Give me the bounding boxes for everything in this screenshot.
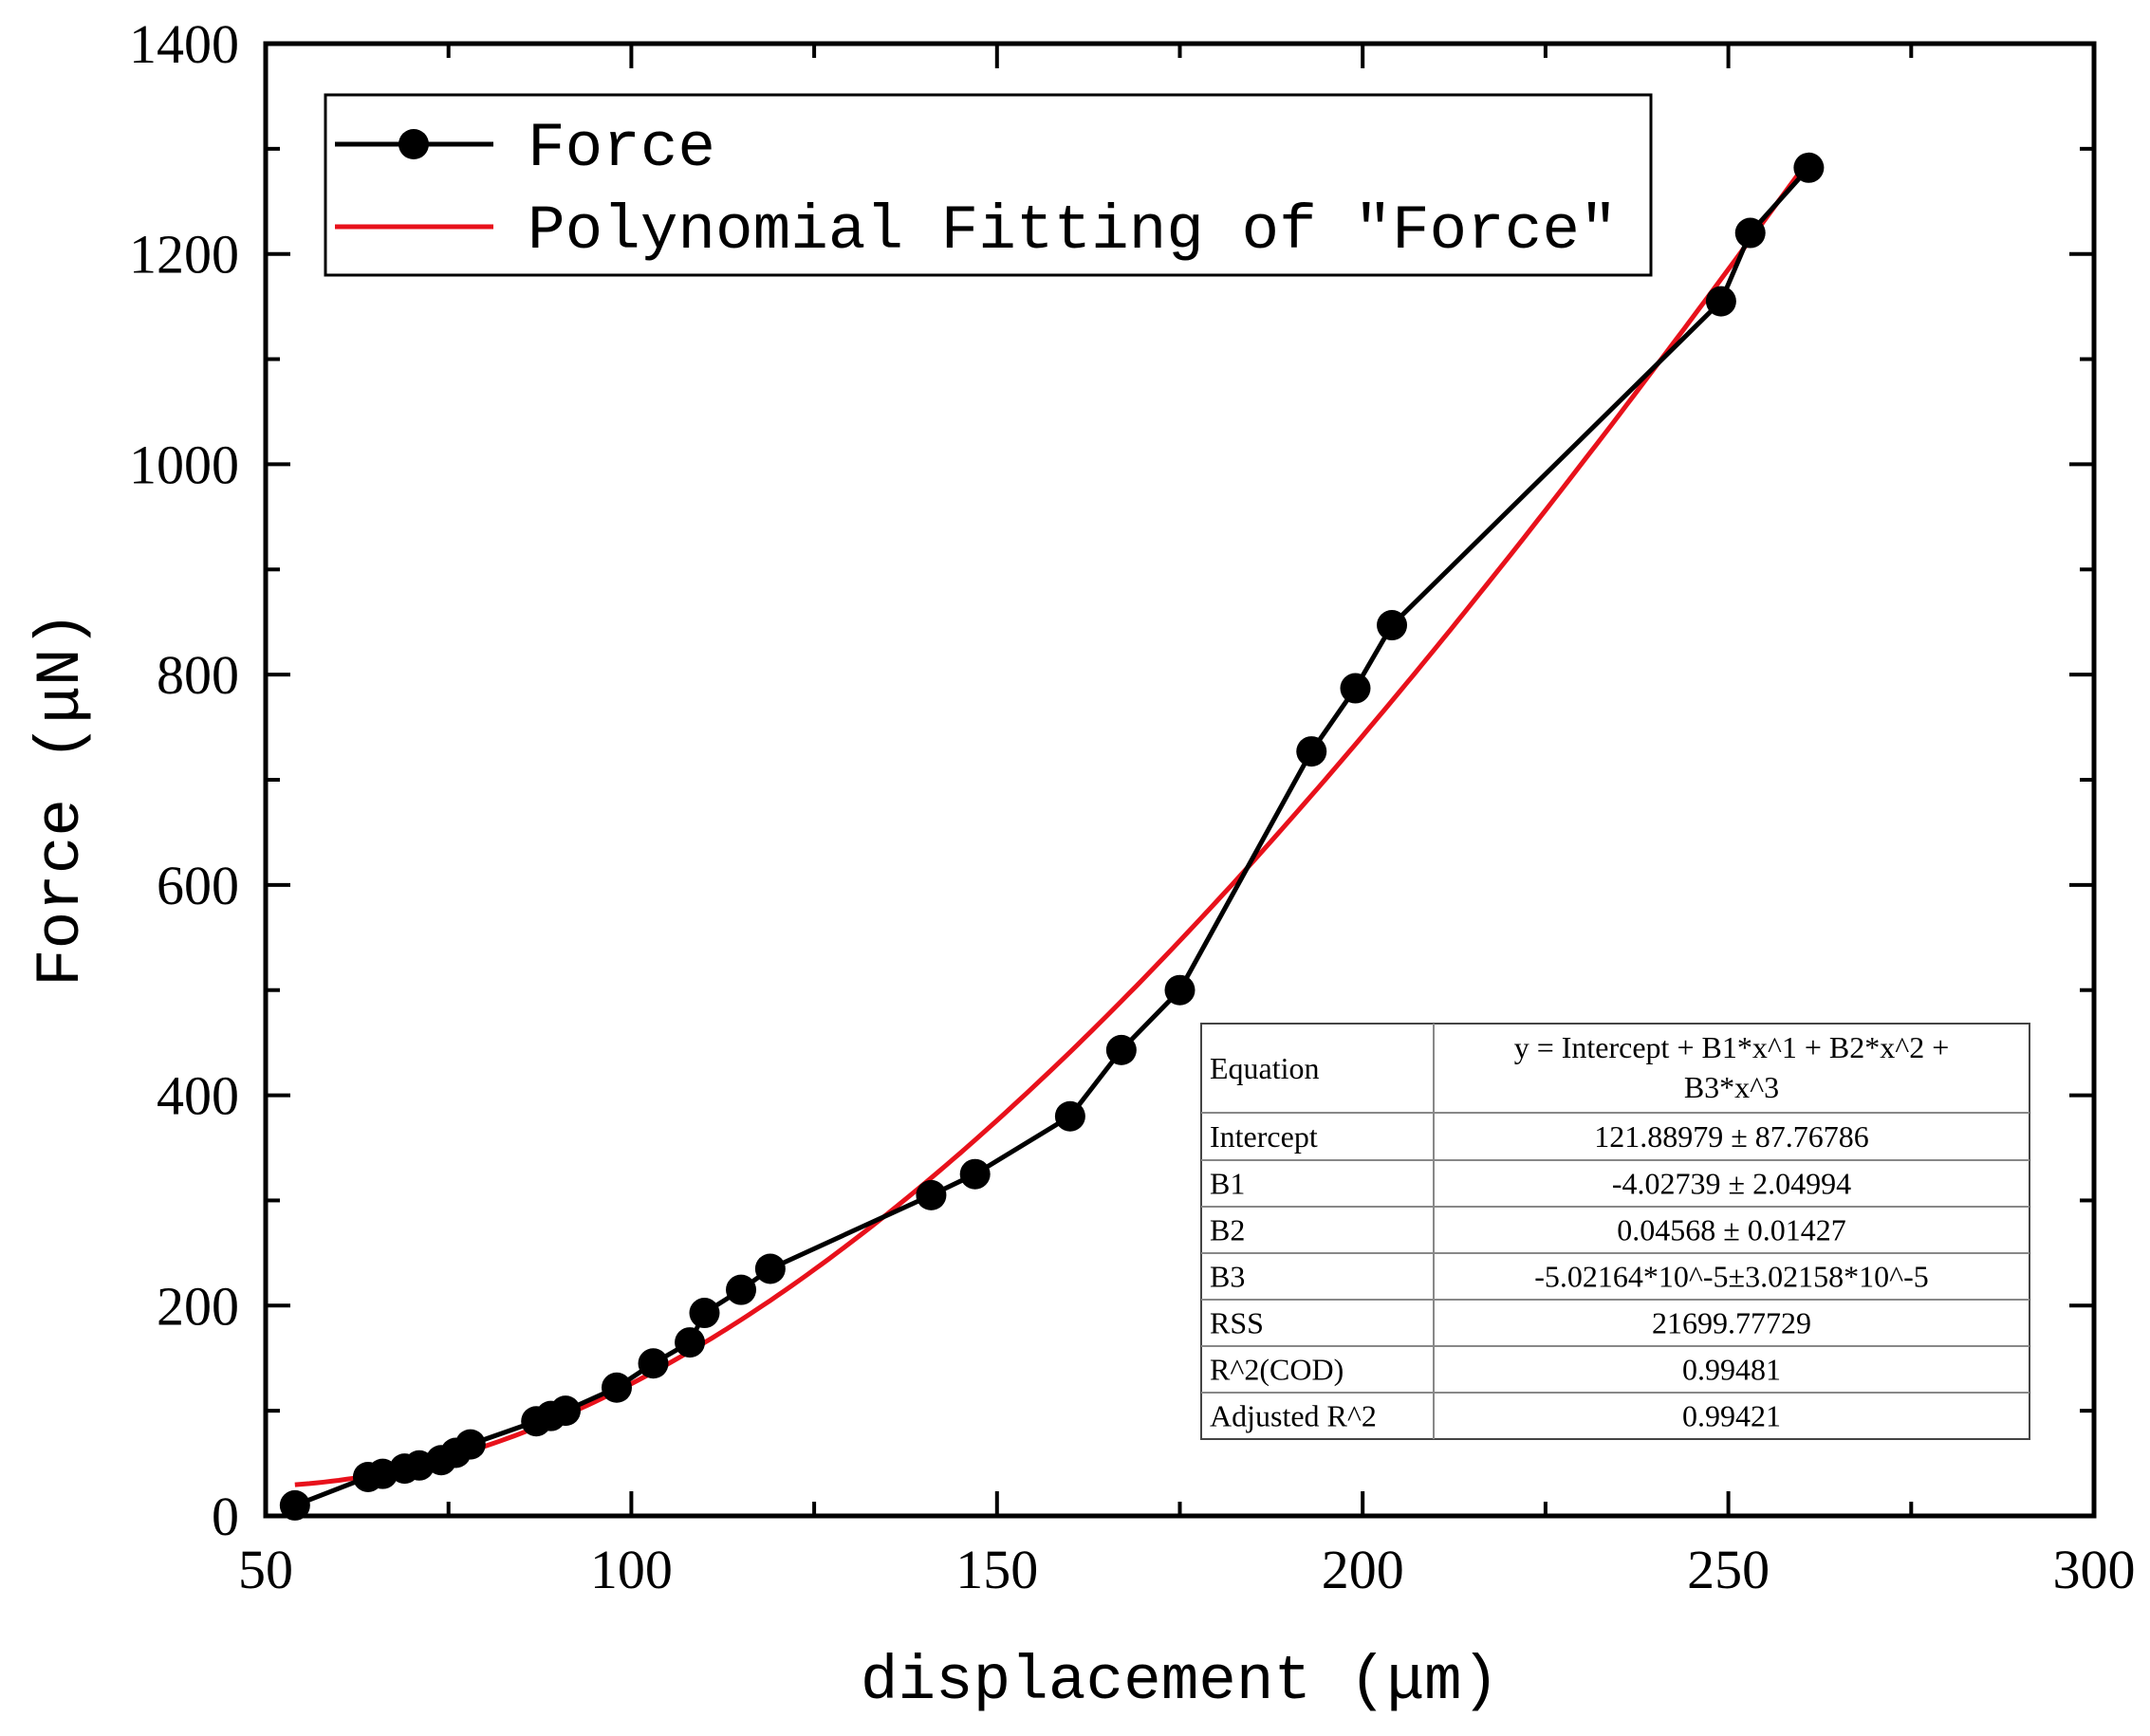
force-data-point	[675, 1327, 706, 1358]
stats-row-label: Intercept	[1210, 1119, 1318, 1154]
y-tick-label: 1000	[129, 434, 239, 495]
legend-force-label: Force	[528, 113, 715, 184]
axis-ticks	[264, 42, 2096, 1518]
force-data-point	[1793, 152, 1825, 183]
stats-row-value: y = Intercept + B1*x^1 + B2*x^2 +	[1514, 1030, 1950, 1064]
y-tick-label: 0	[212, 1486, 239, 1547]
y-tick-label: 400	[157, 1065, 239, 1127]
force-data-point	[1296, 736, 1327, 767]
force-data-point	[916, 1179, 947, 1210]
force-line-segment	[973, 1114, 1072, 1176]
stats-table-border	[1200, 1023, 2030, 1440]
x-tick-label: 250	[1687, 1539, 1770, 1600]
force-data-point	[726, 1274, 757, 1305]
force-data-point	[1105, 1034, 1137, 1065]
x-tick-label: 50	[238, 1539, 293, 1600]
force-data-point	[1734, 217, 1766, 249]
stats-row-label: B2	[1210, 1213, 1245, 1247]
y-tick-label: 600	[157, 855, 239, 916]
x-tick-label: 300	[2053, 1539, 2136, 1600]
stats-row-value: -5.02164*10^-5±3.02158*10^-5	[1534, 1260, 1929, 1294]
stats-row-label: Adjusted R^2	[1210, 1399, 1377, 1433]
stats-row-value: 21699.77729	[1652, 1306, 1811, 1340]
x-tick-label: 200	[1322, 1539, 1404, 1600]
force-data-point	[279, 1489, 310, 1521]
stats-row-value: 0.99421	[1682, 1399, 1781, 1433]
stats-row-label: B1	[1210, 1167, 1245, 1201]
force-data-point	[550, 1395, 582, 1427]
legend: Force Polynomial Fitting of "Force"	[324, 93, 1653, 277]
tick-labels: 50 100 150 200 250 300 0 200 400 600 800 1000 1200 14…	[129, 13, 2136, 1600]
x-tick-label: 150	[955, 1539, 1038, 1600]
force-data-point	[601, 1372, 632, 1403]
force-data-point	[454, 1429, 486, 1460]
x-axis-title: displacement (μm)	[861, 1646, 1499, 1717]
fit-statistics-table: Equation y = Intercept + B1*x^1 + B2*x^2 …	[1200, 1023, 2030, 1440]
y-axis-title: Force (μN)	[26, 611, 97, 987]
force-data-point	[754, 1253, 786, 1284]
force-data-point	[689, 1298, 720, 1329]
force-data-point	[959, 1158, 991, 1190]
force-data-point	[1054, 1100, 1085, 1132]
stats-row-label: R^2(COD)	[1210, 1353, 1344, 1387]
force-line-segment	[769, 1192, 933, 1271]
legend-box	[324, 93, 1653, 277]
stats-row-label: B3	[1210, 1260, 1245, 1294]
stats-row-value: 121.88979 ± 87.76786	[1594, 1119, 1869, 1154]
stats-row-value: -4.02739 ± 2.04994	[1612, 1167, 1851, 1201]
y-tick-label: 1200	[129, 224, 239, 286]
force-data-point	[1377, 610, 1408, 641]
stats-row-value: 0.99481	[1682, 1353, 1781, 1387]
force-series-layer	[279, 152, 1825, 1521]
y-tick-label: 1400	[129, 13, 239, 75]
force-data-point	[1340, 673, 1371, 704]
stats-row-value: 0.04568 ± 0.01427	[1617, 1213, 1846, 1247]
legend-force-marker	[398, 129, 429, 159]
force-data-point	[1705, 286, 1736, 317]
force-line-segment	[1390, 299, 1723, 627]
force-data-point	[1164, 974, 1195, 1006]
stats-row-value-continued: B3*x^3	[1684, 1070, 1779, 1104]
x-tick-label: 100	[590, 1539, 673, 1600]
stats-row-label: Equation	[1210, 1051, 1320, 1085]
y-tick-label: 200	[157, 1275, 239, 1337]
force-data-point	[638, 1348, 669, 1379]
legend-fit-label: Polynomial Fitting of "Force"	[528, 195, 1618, 267]
y-tick-label: 800	[157, 644, 239, 706]
force-line-segment	[1177, 749, 1314, 991]
stats-row-label: RSS	[1210, 1306, 1264, 1340]
